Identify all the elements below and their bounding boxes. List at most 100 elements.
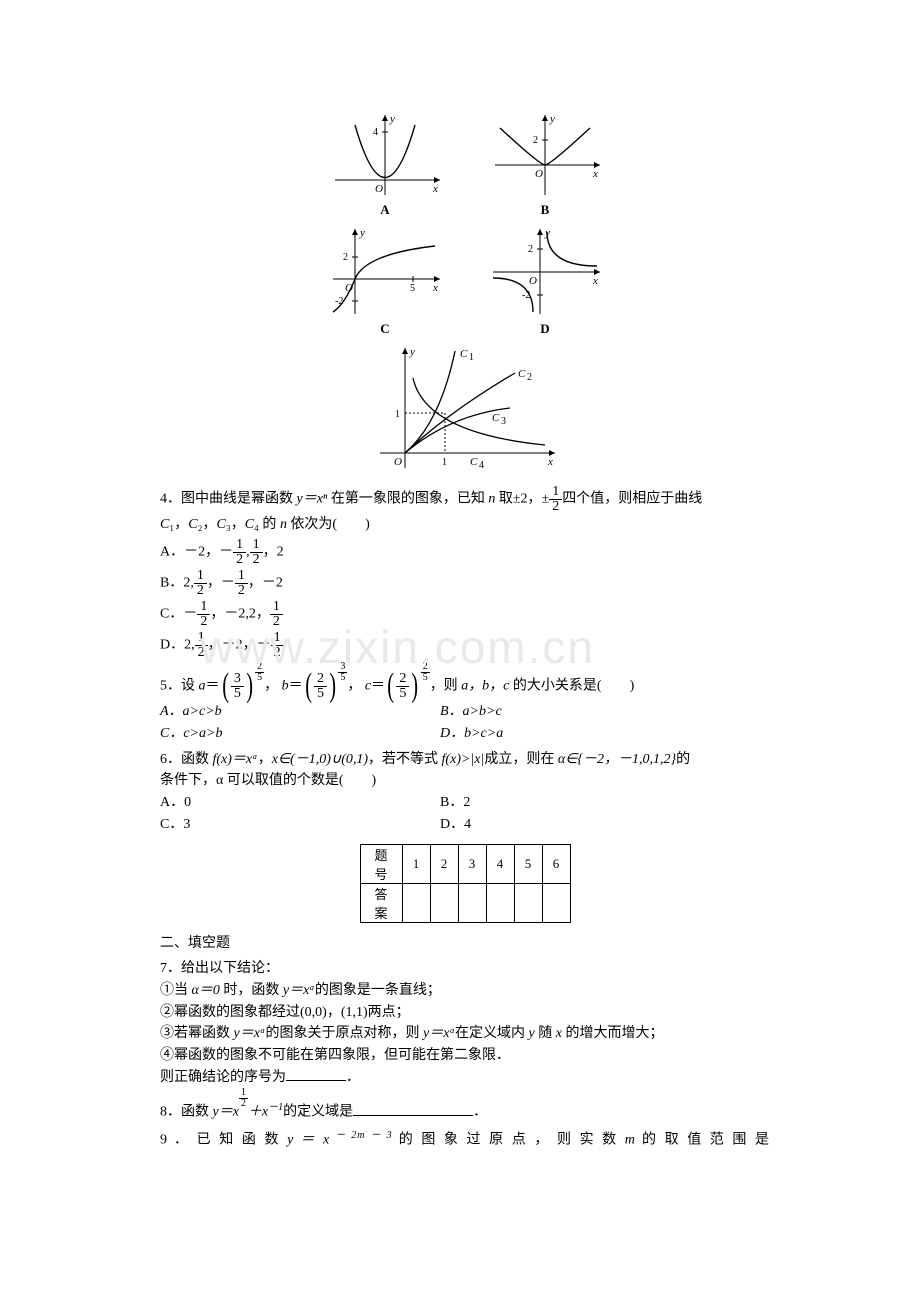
graph-b-svg: x y O 2 (485, 110, 605, 200)
graph-c-label: C (325, 321, 445, 337)
a6 (542, 883, 570, 922)
graph-row-2: x y O 2 5 -2 C x y O 2 -2 D (160, 224, 770, 337)
q4-B-tail: ，－2 (248, 575, 283, 590)
q7-l3: ③若幂函数 y＝xᵅ的图象关于原点对称，则 y＝xᵅ在定义域内 y 随 x 的增… (160, 1023, 770, 1045)
t: 8．函数 (160, 1105, 213, 1120)
svg-text:O: O (394, 456, 402, 468)
q4-stem-a: 4．图中曲线是幂函数 (160, 492, 297, 507)
q5-vb: b (282, 678, 289, 693)
tbl-hdr-1: 题 号 (360, 844, 402, 883)
q5-opts-1: A．a>c>bB．a>b>c (160, 701, 770, 723)
f: 1 (235, 569, 248, 584)
q4-A-tail: ，2 (263, 544, 284, 559)
f: 5 (338, 673, 347, 683)
q5-b: ， (264, 678, 278, 693)
graph-a-svg: x y O 4 (325, 110, 445, 200)
svg-text:x: x (547, 456, 553, 468)
f: 2 (195, 646, 208, 660)
q6-c: ，若不等式 (368, 752, 442, 767)
f: 2 (194, 584, 207, 598)
svg-text:4: 4 (373, 127, 378, 138)
q4-n2: n (280, 517, 287, 532)
q4-C-lbl: C． (160, 606, 183, 621)
center-graph: x y O 1 1 C1 C2 C3 C4 (160, 343, 770, 473)
q4-c4a: C (245, 517, 254, 532)
svg-text:x: x (432, 282, 438, 294)
t: m (625, 1132, 636, 1147)
q7-l5: 则正确结论的序号为． (160, 1067, 770, 1089)
t: y＝xᵅ (423, 1026, 455, 1041)
t: ①当 (160, 983, 192, 998)
q6: 6．函数 f(x)＝xᵅ，x∈(－1,0)∪(0,1)，若不等式 f(x)>|x… (160, 749, 770, 771)
c4: 4 (486, 844, 514, 883)
c1: 1 (402, 844, 430, 883)
a3 (458, 883, 486, 922)
q5: 5．设 a＝(35)25， b＝(25)35， c＝(25)25，则 a，b，c… (160, 666, 770, 702)
q5-abc: a，b，c (461, 678, 509, 693)
q4-c2a: C (188, 517, 197, 532)
t: α＝0 (192, 983, 224, 998)
f: 1 (270, 600, 283, 615)
svg-text:O: O (535, 168, 543, 180)
q4-c4b: ₄ 的 (254, 517, 280, 532)
svg-text:O: O (345, 282, 353, 294)
q5-C: C．c>a>b (160, 723, 440, 745)
q6-ineq: f(x)>|x| (442, 752, 485, 767)
f: 2 (271, 646, 284, 660)
f: 2 (270, 615, 283, 629)
q7-l2: ②幂函数的图象都经过(0,0)，(1,1)两点； (160, 1002, 770, 1024)
t: 的图象是一条直线； (315, 983, 441, 998)
q8: 8．函数 y＝x12＋x－1的定义域是． (160, 1092, 770, 1123)
t: 的 图 象 过 原 点 ， 则 实 数 (393, 1132, 625, 1147)
f: 2 (314, 672, 327, 687)
a2 (430, 883, 458, 922)
graph-b-label: B (485, 202, 605, 218)
t: 9 ． 已 知 函 数 (160, 1132, 287, 1147)
q6-e: 的 (676, 752, 690, 767)
q4-opt-a: A．－2，－12,12，2 (160, 538, 770, 567)
svg-text:O: O (529, 275, 537, 287)
t: y＝xᵅ (234, 1026, 266, 1041)
t: － 2m － 3 (330, 1130, 392, 1141)
q5-A: A．a>c>b (160, 701, 440, 723)
q6-opts-2: C．3D．4 (160, 814, 770, 836)
q4-half-n: 1 (549, 485, 562, 500)
svg-text:y: y (549, 113, 555, 125)
svg-text:2: 2 (528, 244, 533, 255)
q6-d: 成立，则在 (484, 752, 558, 767)
graph-d-svg: x y O 2 -2 (485, 224, 605, 319)
q8-blank (353, 1102, 473, 1116)
a5 (514, 883, 542, 922)
t: 的增大而增大； (562, 1026, 664, 1041)
graph-d-label: D (485, 321, 605, 337)
t: y ＝ x (287, 1132, 330, 1147)
q7-l4: ④幂函数的图象不可能在第四象限，但可能在第二象限． (160, 1045, 770, 1067)
svg-text:y: y (544, 227, 550, 239)
q4-c3b: ₃， (226, 517, 245, 532)
q4: 4．图中曲线是幂函数 y＝xⁿ 在第一象限的图象，已知 n 取±2，±12四个值… (160, 485, 770, 514)
svg-text:2: 2 (343, 252, 348, 263)
t: －1 (268, 1102, 283, 1113)
q4-stem-b: 在第一象限的图象，已知 (327, 492, 488, 507)
q4-half-d: 2 (549, 500, 562, 514)
q6-dom: x∈(－1,0)∪(0,1) (272, 752, 368, 767)
svg-text:y: y (409, 346, 415, 358)
q6-A: A．0 (160, 792, 440, 814)
q4-c1b: ₁， (169, 517, 188, 532)
svg-text:2: 2 (533, 135, 538, 146)
f: 5 (255, 673, 264, 683)
section-2-title: 二、填空题 (160, 933, 770, 955)
graph-b: x y O 2 B (485, 110, 605, 218)
f: 5 (396, 687, 409, 701)
q6-opts-1: A．0B．2 (160, 792, 770, 814)
q4-c2b: ₂， (198, 517, 217, 532)
f: 1 (233, 538, 246, 553)
q7-stem: 7．给出以下结论： (160, 958, 770, 980)
center-graph-svg: x y O 1 1 C1 C2 C3 C4 (370, 343, 560, 473)
svg-text:5: 5 (410, 283, 415, 294)
q4-A-lbl: A． (160, 544, 184, 559)
q5-opts-2: C．c>a>bD．b>c>a (160, 723, 770, 745)
f: 1 (197, 600, 210, 615)
svg-text:C: C (492, 412, 500, 424)
q6-fx: f(x)＝xᵅ (213, 752, 258, 767)
